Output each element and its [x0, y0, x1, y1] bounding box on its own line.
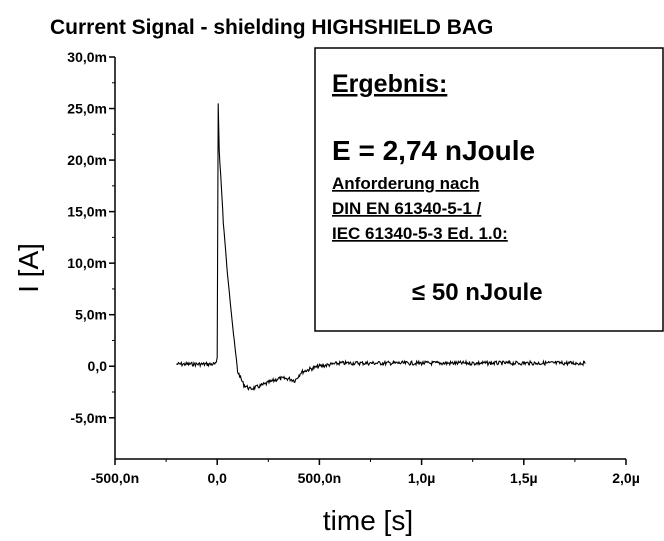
x-ticks: -500,0n 0,0 500,0n 1,0µ 1,5µ 2,0µ [91, 459, 640, 486]
x-tick-label: 1,5µ [510, 470, 538, 486]
x-axis-label: time [s] [323, 505, 413, 536]
y-tick-label: 15,0m [67, 204, 107, 220]
x-tick-label: -500,0n [91, 470, 139, 486]
result-box: Ergebnis: E = 2,74 nJoule Anforderung na… [314, 47, 664, 332]
y-tick-label: 20,0m [67, 152, 107, 168]
series-layer [176, 103, 586, 392]
current-signal-line [176, 103, 586, 392]
x-tick-label: 2,0µ [612, 470, 640, 486]
y-tick-label: 0,0 [88, 358, 108, 374]
y-tick-label: -5,0m [70, 410, 107, 426]
y-ticks: 30,0m 25,0m 20,0m 15,0m 10,0m 5,0m 0,0 -5,0m [67, 49, 115, 426]
y-tick-label: 5,0m [75, 307, 107, 323]
requirement-line-1: Anforderung nach [332, 174, 479, 193]
x-tick-label: 500,0n [298, 470, 342, 486]
requirement-limit: ≤ 50 nJoule [412, 279, 543, 306]
y-tick-label: 25,0m [67, 101, 107, 117]
y-axis-label: I [A] [13, 243, 44, 293]
requirement-line-3: IEC 61340-5-3 Ed. 1.0: [332, 224, 508, 243]
result-value: E = 2,74 nJoule [332, 135, 535, 166]
result-box-frame [314, 47, 664, 332]
y-tick-label: 30,0m [67, 49, 107, 65]
x-tick-label: 0,0 [207, 470, 227, 486]
x-tick-label: 1,0µ [408, 470, 436, 486]
requirement-line-2: DIN EN 61340-5-1 / [332, 199, 482, 218]
result-heading: Ergebnis: [332, 70, 447, 98]
chart-title: Current Signal - shielding HIGHSHIELD BA… [50, 16, 493, 39]
y-tick-label: 10,0m [67, 255, 107, 271]
